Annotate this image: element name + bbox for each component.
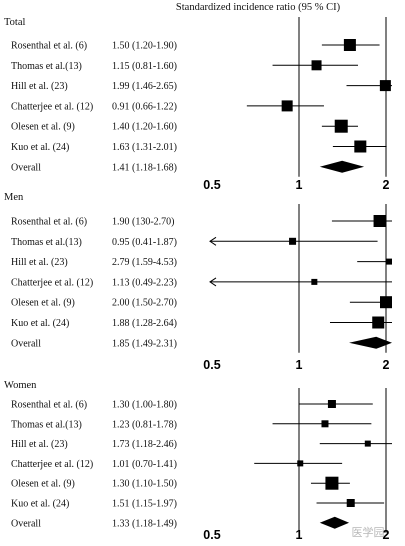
ci-value: 1.33 (1.18-1.49)	[112, 518, 177, 529]
point-estimate	[327, 400, 336, 408]
x-tick-label: 1	[296, 358, 303, 372]
ci-value: 1.50 (1.20-1.90)	[112, 41, 177, 52]
x-tick-label: 0.5	[203, 178, 220, 192]
point-estimate	[373, 215, 386, 227]
ci-value: 1.15 (0.81-1.60)	[112, 61, 177, 72]
ci-value: 1.23 (0.81-1.78)	[112, 419, 177, 430]
x-tick-label: 2	[383, 178, 390, 192]
study-label: Olesen et al. (9)	[11, 479, 75, 490]
overall-diamond	[319, 160, 365, 173]
study-label: Thomas et al.(13)	[11, 61, 82, 72]
x-tick-label: 2	[383, 528, 390, 542]
study-label: Kuo et al. (24)	[11, 499, 69, 510]
point-estimate	[311, 278, 318, 285]
study-label: Hill et al. (23)	[11, 81, 68, 92]
ci-value: 1.41 (1.18-1.68)	[112, 162, 177, 173]
panel-men: Men 0.5 1 2 Rosenthal et al. (6) 1.90 (130-2.…	[4, 192, 392, 372]
ci-value: 0.91 (0.66-1.22)	[112, 101, 177, 112]
study-label: Olesen et al. (9)	[11, 122, 75, 133]
point-estimate	[364, 440, 371, 447]
study-label: Overall	[11, 338, 41, 349]
study-label: Chatterjee et al. (12)	[11, 277, 93, 288]
section-title: Men	[4, 192, 24, 203]
point-estimate	[297, 460, 304, 467]
x-tick-label: 0.5	[203, 528, 220, 542]
x-tick-label: 0.5	[203, 358, 220, 372]
study-label: Rosenthal et al. (6)	[11, 400, 87, 411]
forest-panels: Total 0.5 1 2 Rosenthal et al. (6) 1.50 (1.20…	[4, 17, 392, 542]
point-estimate	[346, 499, 355, 507]
ci-value: 1.13 (0.49-2.23)	[112, 277, 177, 288]
section-title: Total	[4, 17, 26, 28]
study-label: Chatterjee et al. (12)	[11, 101, 93, 112]
ci-value: 1.85 (1.49-2.31)	[112, 338, 177, 349]
ci-value: 1.90 (130-2.70)	[112, 217, 175, 228]
point-estimate	[311, 60, 322, 71]
ci-value: 1.88 (1.28-2.64)	[112, 318, 177, 329]
ci-value: 1.99 (1.46-2.65)	[112, 81, 177, 92]
study-label: Overall	[11, 518, 41, 529]
point-estimate	[354, 140, 367, 153]
point-estimate	[372, 316, 385, 329]
study-label: Thomas et al.(13)	[11, 237, 82, 248]
study-label: Hill et al. (23)	[11, 439, 68, 450]
point-estimate	[289, 237, 297, 245]
ci-value: 1.73 (1.18-2.46)	[112, 439, 177, 450]
x-tick-label: 1	[296, 528, 303, 542]
x-tick-label: 1	[296, 178, 303, 192]
ci-value: 2.79 (1.59-4.53)	[112, 257, 177, 268]
study-label: Rosenthal et al. (6)	[11, 41, 87, 52]
study-label: Olesen et al. (9)	[11, 298, 75, 309]
ci-value: 1.63 (1.31-2.01)	[112, 142, 177, 153]
watermark-text: 医学园	[352, 525, 385, 539]
study-label: Hill et al. (23)	[11, 257, 68, 268]
study-label: Chatterjee et al. (12)	[11, 459, 93, 470]
point-estimate	[386, 258, 392, 265]
chart-title: Standardized incidence ratio (95 % CI)	[176, 2, 341, 13]
point-estimate	[325, 476, 339, 490]
x-tick-label: 2	[383, 358, 390, 372]
study-label: Kuo et al. (24)	[11, 142, 69, 153]
point-estimate	[321, 420, 329, 428]
ci-value: 2.00 (1.50-2.70)	[112, 298, 177, 309]
ci-value: 0.95 (0.41-1.87)	[112, 237, 177, 248]
point-estimate	[281, 100, 293, 112]
study-label: Overall	[11, 162, 41, 173]
point-estimate	[334, 119, 348, 133]
study-label: Thomas et al.(13)	[11, 419, 82, 430]
ci-value: 1.51 (1.15-1.97)	[112, 499, 177, 510]
study-label: Kuo et al. (24)	[11, 318, 69, 329]
point-estimate	[343, 39, 356, 51]
study-label: Rosenthal et al. (6)	[11, 217, 87, 228]
ci-value: 1.01 (0.70-1.41)	[112, 459, 177, 470]
panel-women: Women 0.5 1 2 Rosenthal et al. (6) 1.30 (1.00…	[4, 380, 392, 542]
ci-value: 1.40 (1.20-1.60)	[112, 122, 177, 133]
ci-arrow	[209, 236, 217, 246]
ci-value: 1.30 (1.00-1.80)	[112, 400, 177, 411]
ci-arrow	[209, 277, 217, 287]
section-title: Women	[4, 380, 37, 391]
overall-diamond	[319, 516, 350, 529]
point-estimate	[380, 296, 392, 309]
panel-total: Total 0.5 1 2 Rosenthal et al. (6) 1.50 (1.20…	[4, 17, 392, 192]
point-estimate	[379, 80, 391, 92]
overall-diamond	[349, 336, 392, 349]
ci-value: 1.30 (1.10-1.50)	[112, 479, 177, 490]
